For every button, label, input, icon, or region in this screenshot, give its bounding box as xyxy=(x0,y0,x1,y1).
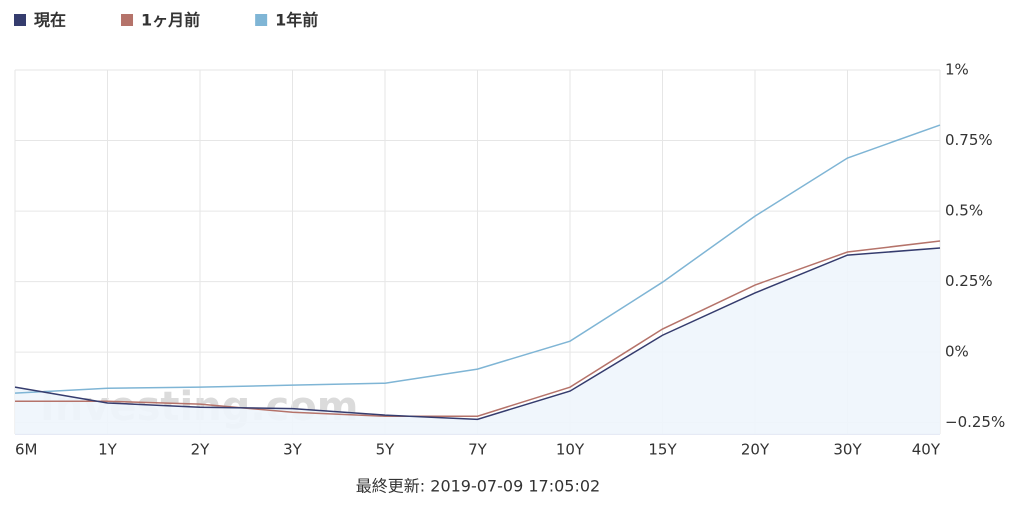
legend-swatch xyxy=(255,14,268,26)
x-tick-label: 5Y xyxy=(376,441,396,459)
x-tick-label: 10Y xyxy=(556,441,585,459)
x-tick-label: 30Y xyxy=(833,441,862,459)
y-tick-label: 0.5% xyxy=(945,202,983,220)
y-tick-label: 0.75% xyxy=(945,131,993,149)
y-tick-label: 1% xyxy=(945,61,969,79)
legend-label: 1ヶ月前 xyxy=(141,11,200,30)
footer: 最終更新: 2019-07-09 17:05:02 xyxy=(356,477,600,496)
x-tick-label: 2Y xyxy=(191,441,211,459)
x-tick-label: 3Y xyxy=(283,441,303,459)
x-tick-label: 6M xyxy=(15,441,38,459)
legend-swatch xyxy=(14,14,26,26)
legend-label: 現在 xyxy=(34,11,66,30)
area xyxy=(15,248,940,434)
y-tick-label: 0.25% xyxy=(945,272,993,290)
x-tick-label: 1Y xyxy=(98,441,118,459)
legend: 現在 1ヶ月前 1年前 xyxy=(14,11,318,30)
x-tick-label: 20Y xyxy=(741,441,770,459)
legend-label: 1年前 xyxy=(275,11,318,30)
x-tick-label: 40Y xyxy=(912,441,941,459)
legend-swatch xyxy=(121,14,134,26)
line xyxy=(14,124,941,394)
line xyxy=(14,247,941,421)
x-tick-label: 15Y xyxy=(648,441,677,459)
line xyxy=(15,240,941,417)
y-tick-label: 0% xyxy=(945,343,969,361)
y-tick-label: −0.25% xyxy=(945,413,1005,431)
x-tick-label: 7Y xyxy=(468,441,488,459)
